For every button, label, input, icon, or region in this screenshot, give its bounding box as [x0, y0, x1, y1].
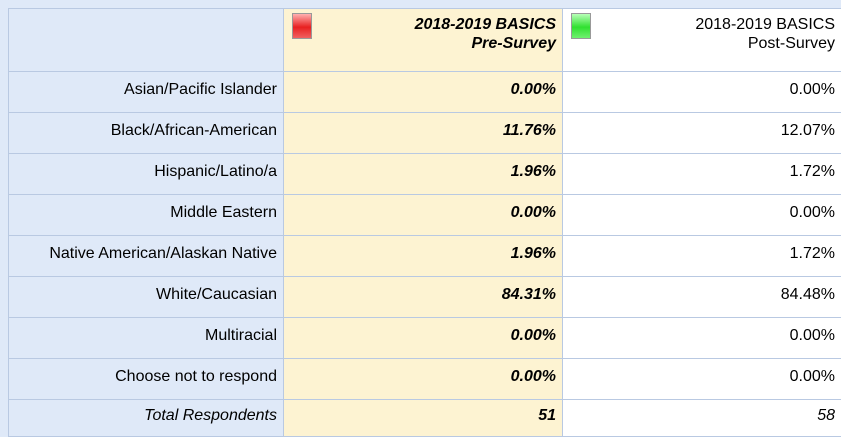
value-cell: 0.00%: [284, 359, 563, 400]
series-icon: [571, 13, 591, 39]
value-cell: 1.72%: [563, 154, 841, 195]
header-subtitle: Post-Survey: [569, 34, 835, 53]
value-cell: 0.00%: [284, 72, 563, 113]
value-cell: 58: [563, 400, 841, 437]
value-cell: 12.07%: [563, 113, 841, 154]
header-title: 2018-2019 BASICS: [290, 15, 556, 34]
value-cell: 0.00%: [563, 318, 841, 359]
value-cell: 1.96%: [284, 154, 563, 195]
header-subtitle: Pre-Survey: [290, 34, 556, 53]
corner-cell: [9, 9, 284, 72]
row-label: Native American/Alaskan Native: [9, 236, 284, 277]
row-label: Choose not to respond: [9, 359, 284, 400]
value-cell: 1.72%: [563, 236, 841, 277]
value-cell: 0.00%: [563, 72, 841, 113]
row-label: Total Respondents: [9, 400, 284, 437]
value-cell: 84.48%: [563, 277, 841, 318]
row-label: Asian/Pacific Islander: [9, 72, 284, 113]
value-cell: 0.00%: [563, 359, 841, 400]
value-cell: 0.00%: [284, 195, 563, 236]
row-label: Hispanic/Latino/a: [9, 154, 284, 195]
value-cell: 0.00%: [284, 318, 563, 359]
row-label: Middle Eastern: [9, 195, 284, 236]
value-cell: 11.76%: [284, 113, 563, 154]
header-title: 2018-2019 BASICS: [569, 15, 835, 34]
value-cell: 51: [284, 400, 563, 437]
value-cell: 1.96%: [284, 236, 563, 277]
row-label: Multiracial: [9, 318, 284, 359]
series-icon: [292, 13, 312, 39]
value-cell: 84.31%: [284, 277, 563, 318]
row-label: Black/African-American: [9, 113, 284, 154]
row-label: White/Caucasian: [9, 277, 284, 318]
value-cell: 0.00%: [563, 195, 841, 236]
